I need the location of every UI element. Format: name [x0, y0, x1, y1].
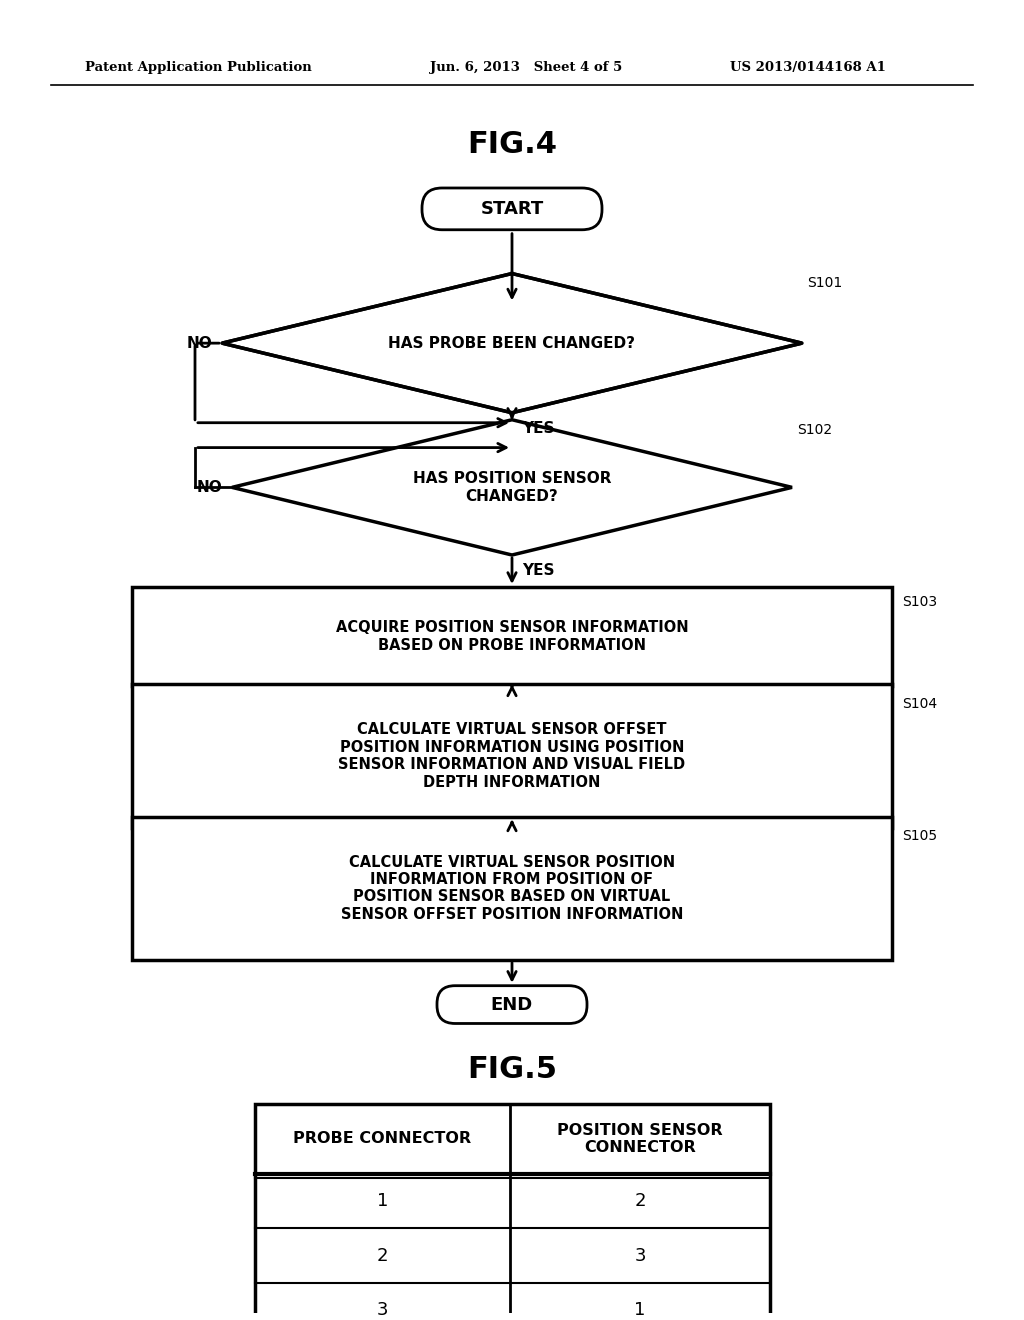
- Text: 3: 3: [634, 1246, 646, 1265]
- FancyBboxPatch shape: [437, 986, 587, 1023]
- FancyBboxPatch shape: [132, 684, 892, 828]
- Text: FIG.5: FIG.5: [467, 1055, 557, 1084]
- Text: YES: YES: [522, 562, 555, 578]
- Bar: [255, 1104, 770, 1320]
- Text: HAS PROBE BEEN CHANGED?: HAS PROBE BEEN CHANGED?: [388, 335, 636, 351]
- FancyBboxPatch shape: [132, 817, 892, 960]
- Text: US 2013/0144168 A1: US 2013/0144168 A1: [730, 61, 886, 74]
- Text: 2: 2: [634, 1192, 646, 1210]
- Polygon shape: [232, 420, 792, 554]
- Text: YES: YES: [522, 421, 555, 436]
- Text: NO: NO: [186, 335, 212, 351]
- Text: HAS POSITION SENSOR
CHANGED?: HAS POSITION SENSOR CHANGED?: [413, 471, 611, 503]
- Text: ACQUIRE POSITION SENSOR INFORMATION
BASED ON PROBE INFORMATION: ACQUIRE POSITION SENSOR INFORMATION BASE…: [336, 620, 688, 653]
- Text: S103: S103: [902, 595, 937, 609]
- Text: S101: S101: [807, 276, 843, 290]
- Text: 1: 1: [634, 1302, 646, 1320]
- Text: END: END: [490, 995, 534, 1014]
- Text: S102: S102: [797, 422, 833, 437]
- Text: S104: S104: [902, 697, 937, 711]
- Polygon shape: [222, 273, 802, 413]
- Text: Patent Application Publication: Patent Application Publication: [85, 61, 311, 74]
- Text: NO: NO: [197, 480, 222, 495]
- Text: POSITION SENSOR
CONNECTOR: POSITION SENSOR CONNECTOR: [557, 1123, 723, 1155]
- FancyBboxPatch shape: [132, 587, 892, 686]
- Text: CALCULATE VIRTUAL SENSOR POSITION
INFORMATION FROM POSITION OF
POSITION SENSOR B: CALCULATE VIRTUAL SENSOR POSITION INFORM…: [341, 854, 683, 921]
- Text: 3: 3: [377, 1302, 388, 1320]
- Text: 2: 2: [377, 1246, 388, 1265]
- Text: PROBE CONNECTOR: PROBE CONNECTOR: [294, 1131, 472, 1146]
- Text: Jun. 6, 2013   Sheet 4 of 5: Jun. 6, 2013 Sheet 4 of 5: [430, 61, 623, 74]
- Text: S105: S105: [902, 829, 937, 843]
- Text: CALCULATE VIRTUAL SENSOR OFFSET
POSITION INFORMATION USING POSITION
SENSOR INFOR: CALCULATE VIRTUAL SENSOR OFFSET POSITION…: [339, 722, 685, 789]
- Text: FIG.4: FIG.4: [467, 129, 557, 158]
- Text: START: START: [480, 199, 544, 218]
- Text: 1: 1: [377, 1192, 388, 1210]
- FancyBboxPatch shape: [422, 187, 602, 230]
